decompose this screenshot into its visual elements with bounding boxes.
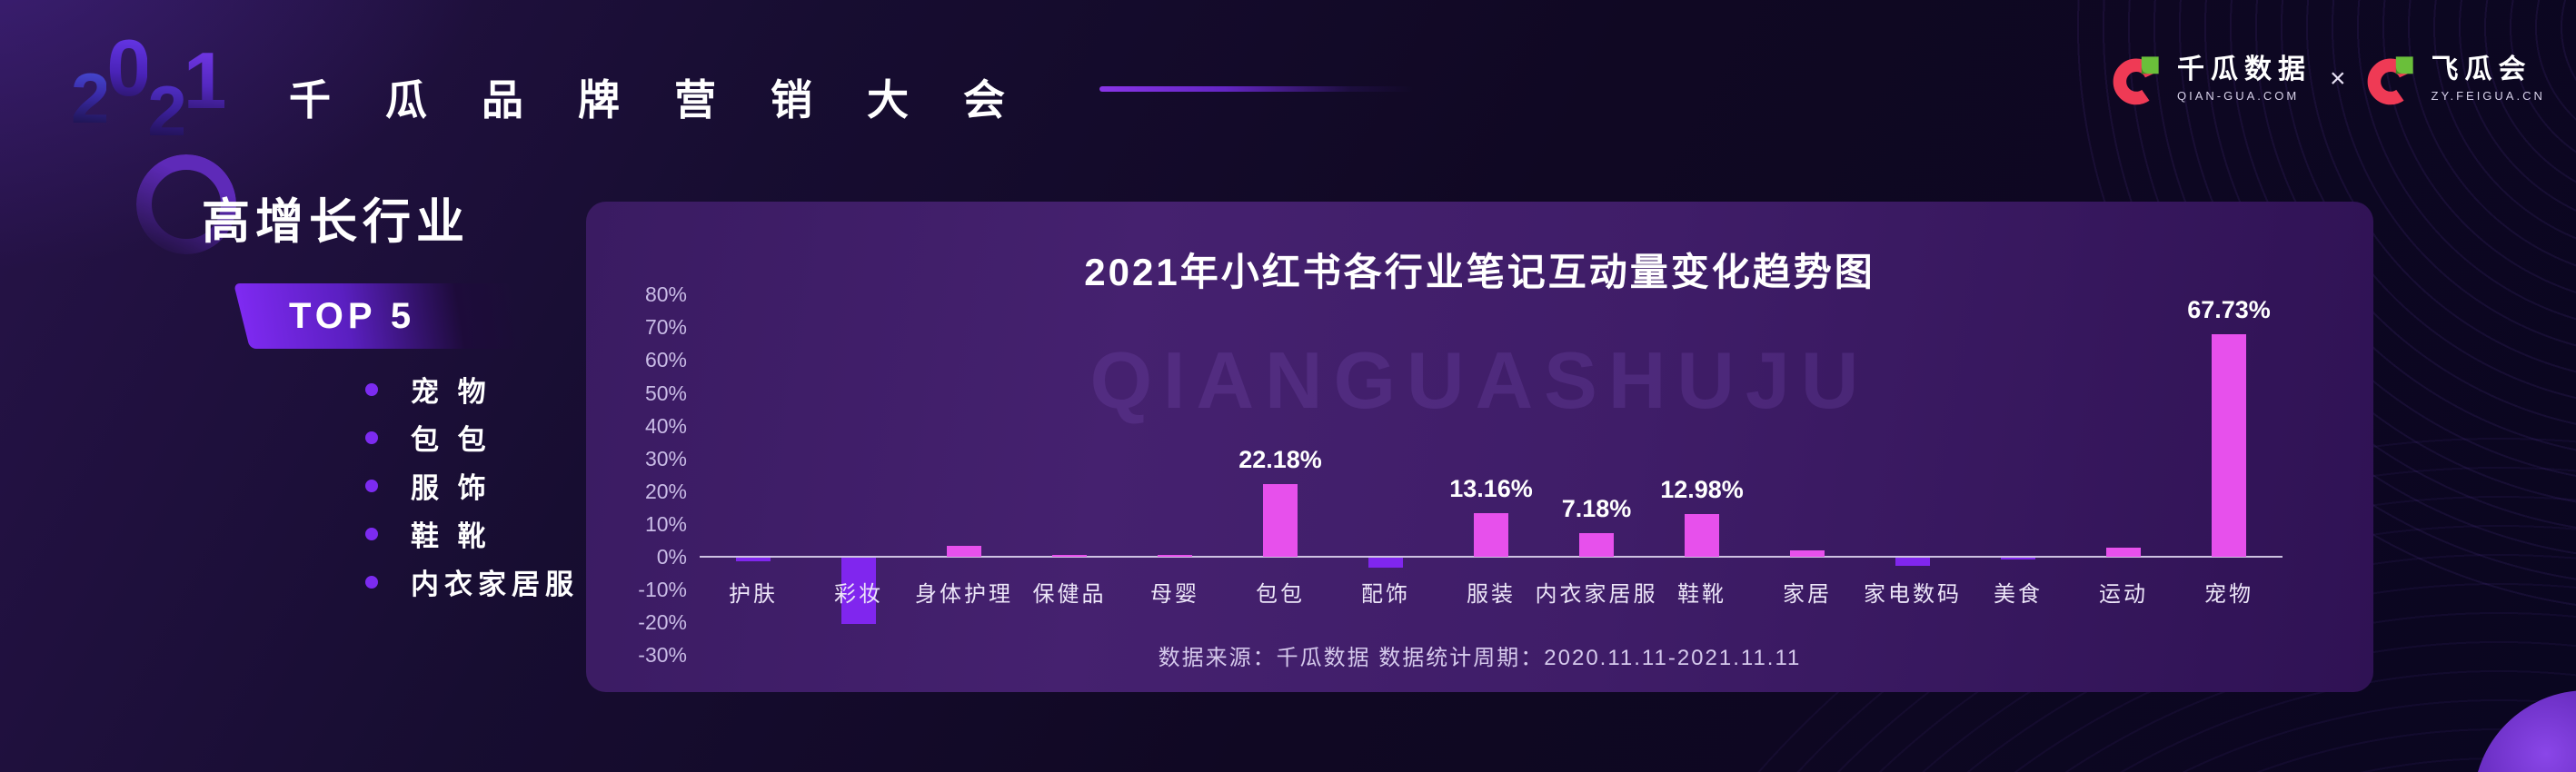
- conference-title: 千瓜品牌营销大会: [289, 76, 1059, 124]
- top5-badge: TOP 5: [234, 283, 528, 349]
- bar-鞋靴: [1685, 514, 1719, 557]
- list-item-label: 内衣家居服: [411, 569, 579, 600]
- y-axis-tick-label: 60%: [644, 348, 687, 372]
- category-label-护肤: 护肤: [729, 582, 778, 607]
- category-label-宠物: 宠物: [2204, 582, 2253, 607]
- year-digit: 1: [183, 35, 228, 125]
- bullet-icon: [365, 527, 378, 540]
- bar-家居: [1790, 549, 1825, 557]
- category-label-家居: 家居: [1783, 582, 1832, 607]
- bar-家电数码: [1895, 558, 1930, 567]
- partner-name: 飞瓜会: [2431, 54, 2532, 84]
- y-axis-tick-label: 10%: [644, 511, 687, 536]
- y-axis-tick-label: 30%: [644, 446, 687, 470]
- y-axis-tick-label: 40%: [644, 413, 687, 438]
- bullet-icon: [365, 382, 378, 396]
- partner-domain: QIAN-GUA.COM: [2177, 89, 2300, 103]
- bar-彩妆: [841, 558, 876, 624]
- bullet-icon: [365, 479, 378, 492]
- y-axis-tick-label: 80%: [644, 282, 687, 307]
- qiangua-logo-icon: [2110, 53, 2163, 105]
- bar-配饰: [1368, 558, 1403, 568]
- list-item-label: 鞋 靴: [411, 520, 492, 552]
- bar-宠物: [2212, 334, 2246, 557]
- category-label-保健品: 保健品: [1032, 582, 1107, 607]
- bar-运动: [2106, 547, 2141, 557]
- bar-母婴: [1158, 554, 1192, 557]
- chart-title: 2021年小红书各行业笔记互动量变化趋势图: [1084, 251, 1875, 293]
- y-axis-tick-label: 20%: [644, 479, 687, 503]
- list-item: 内衣家居服: [365, 558, 579, 606]
- decorative-gradient-line: [1099, 86, 1413, 92]
- category-label-鞋靴: 鞋靴: [1677, 582, 1726, 607]
- list-item: 服 饰: [365, 461, 579, 510]
- feigua-logo-icon: [2364, 53, 2417, 105]
- partner-domain: ZY.FEIGUA.CN: [2431, 89, 2545, 103]
- y-axis-tick-label: 50%: [644, 381, 687, 405]
- list-item-label: 包 包: [411, 424, 492, 456]
- bar-包包: [1263, 483, 1298, 557]
- bullet-icon: [365, 575, 378, 589]
- value-label-内衣家居服: 7.18%: [1561, 495, 1632, 523]
- top5-badge-label: TOP 5: [289, 296, 416, 336]
- category-label-家电数码: 家电数码: [1864, 582, 1962, 607]
- partner-name: 千瓜数据: [2177, 54, 2312, 84]
- chart-panel: [586, 202, 2373, 692]
- bar-保健品: [1052, 554, 1087, 557]
- bar-服装: [1474, 513, 1508, 557]
- bullet-icon: [365, 431, 378, 444]
- year-digit: 2: [147, 71, 186, 151]
- partner-text: 飞瓜会 ZY.FEIGUA.CN: [2431, 54, 2545, 104]
- value-label-包包: 22.18%: [1238, 445, 1322, 473]
- y-axis-tick-label: -30%: [638, 643, 687, 668]
- sidebar-heading: 高增长行业: [202, 195, 470, 249]
- bar-护肤: [736, 558, 771, 561]
- category-label-包包: 包包: [1256, 582, 1305, 607]
- year-digit: 2: [71, 58, 110, 138]
- value-label-服装: 13.16%: [1449, 475, 1533, 503]
- category-label-运动: 运动: [2099, 582, 2148, 607]
- partner-feigua: 飞瓜会 ZY.FEIGUA.CN: [2364, 53, 2545, 105]
- list-item: 宠 物: [365, 365, 579, 413]
- category-label-母婴: 母婴: [1150, 582, 1199, 607]
- category-label-彩妆: 彩妆: [834, 582, 883, 607]
- chart-source-note: 数据来源：千瓜数据 数据统计周期：2020.11.11-2021.11.11: [1158, 646, 1802, 670]
- year-logo-2021: 2021: [71, 22, 228, 151]
- bar-内衣家居服: [1579, 533, 1614, 557]
- list-item-label: 服 饰: [411, 472, 492, 504]
- partner-text: 千瓜数据 QIAN-GUA.COM: [2177, 54, 2312, 104]
- list-item-label: 宠 物: [411, 376, 492, 408]
- value-label-鞋靴: 12.98%: [1660, 476, 1744, 504]
- y-axis-tick-label: 70%: [644, 315, 687, 340]
- category-label-身体护理: 身体护理: [915, 582, 1013, 607]
- background-purple-sphere: [2473, 690, 2576, 772]
- bar-身体护理: [947, 545, 981, 557]
- partner-logos: 千瓜数据 QIAN-GUA.COM × 飞瓜会 ZY.FEIGUA.CN: [2110, 53, 2545, 105]
- bar-美食: [2001, 558, 2035, 559]
- category-label-配饰: 配饰: [1361, 582, 1410, 607]
- value-label-宠物: 67.73%: [2187, 296, 2271, 324]
- list-item: 鞋 靴: [365, 510, 579, 558]
- x-separator: ×: [2330, 64, 2346, 94]
- y-axis-tick-label: -10%: [638, 578, 687, 602]
- y-axis-tick-label: 0%: [656, 545, 687, 569]
- category-label-服装: 服装: [1467, 582, 1516, 607]
- year-digit: 0: [106, 23, 151, 113]
- top5-list: 宠 物 包 包 服 饰 鞋 靴 内衣家居服: [365, 365, 579, 606]
- x-axis-line: [700, 556, 2283, 558]
- category-label-内衣家居服: 内衣家居服: [1535, 582, 1658, 607]
- list-item: 包 包: [365, 413, 579, 461]
- partner-qiangua: 千瓜数据 QIAN-GUA.COM: [2110, 53, 2312, 105]
- category-label-美食: 美食: [1994, 582, 2043, 607]
- y-axis-tick-label: -20%: [638, 610, 687, 635]
- watermark-text: QIANGUASHUJU: [1089, 335, 1870, 425]
